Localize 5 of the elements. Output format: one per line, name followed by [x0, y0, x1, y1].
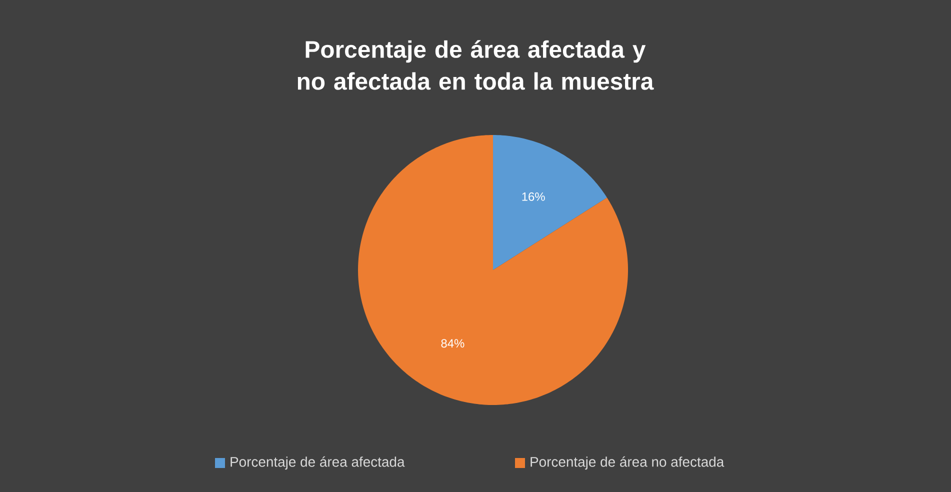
chart-title: Porcentaje de área afectada y no afectada en toda la muestra	[298, 40, 654, 90]
data-label: 84%	[441, 339, 464, 348]
data-label: 16%	[522, 192, 545, 201]
legend-label: Porcentaje de área no afectada	[530, 456, 724, 470]
legend-label: Porcentaje de área afectada	[230, 456, 405, 470]
